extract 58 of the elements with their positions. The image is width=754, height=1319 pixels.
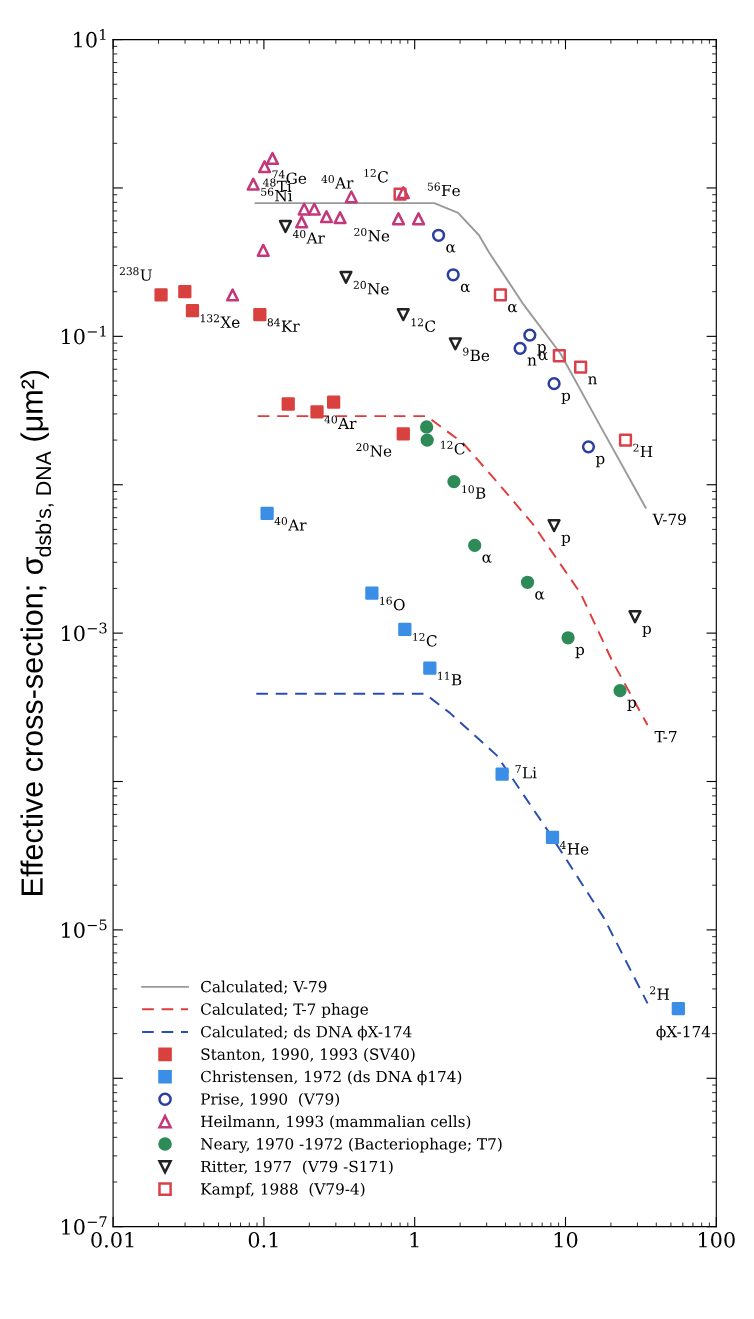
annotation: $^{16}$O xyxy=(380,596,405,611)
annotation: $^{20}$Ne xyxy=(356,443,392,457)
annotation: α xyxy=(482,554,492,563)
annotation: α xyxy=(508,304,518,313)
annotation: p xyxy=(561,392,571,404)
annotation: p xyxy=(627,699,636,711)
x-tick-label: 10 xyxy=(554,1231,578,1248)
annotation: $^{4}$He xyxy=(559,840,589,855)
annotation: $^{12}$C xyxy=(413,632,437,647)
legend-label: Ritter, 1977 (V79 -S171) xyxy=(201,1160,393,1175)
legend-label: Calculated; T-7 phage xyxy=(201,1003,368,1019)
annotation: α xyxy=(460,283,471,293)
annotation: p xyxy=(642,625,651,638)
legend-label: Christensen, 1972 (ds DNA ϕ174) xyxy=(201,1070,462,1086)
annotation: $^{40}$Ar xyxy=(292,230,325,244)
annotation: T-7 xyxy=(654,731,677,743)
y-axis-title: Effective cross-section; σdsb's, DNA (μm²) xyxy=(20,370,54,895)
y-tick-label: 10$^{1}$ xyxy=(74,28,106,48)
x-tick-label: 100 xyxy=(698,1231,735,1248)
x-tick-label: 0.1 xyxy=(248,1231,278,1248)
annotation: p xyxy=(561,534,571,546)
y-tick-label: 10$^{−3}$ xyxy=(62,622,107,642)
annotation: $^{12}$C xyxy=(411,318,436,332)
annotation: V-79 xyxy=(652,513,686,526)
annotation: $^{238}$U xyxy=(119,267,152,281)
legend-label: Stanton, 1990, 1993 (SV40) xyxy=(201,1048,415,1063)
annotation: $^{2}$H xyxy=(650,986,670,1000)
legend-label: Prise, 1990 (V79) xyxy=(201,1092,340,1107)
legend-label: Kampf, 1988 (V79-4) xyxy=(201,1182,365,1198)
legend-label: Neary, 1970 -1972 (Bacteriophage; T7) xyxy=(200,1137,502,1153)
annotation: $^{7}$Li xyxy=(515,764,537,779)
annotation: α xyxy=(535,591,545,600)
legend-label: Calculated; V-79 xyxy=(201,980,327,995)
annotation: $^{11}$B xyxy=(438,671,462,686)
x-tick-label: 1 xyxy=(410,1231,419,1248)
annotation: α xyxy=(446,244,456,253)
annotation: $^{9}$Be xyxy=(463,347,490,362)
legend-label: Calculated; ds DNA ϕX-174 xyxy=(201,1025,412,1041)
y-tick-label: 10$^{−5}$ xyxy=(62,919,107,938)
annotation: $^{20}$Ne xyxy=(353,280,389,295)
annotation: $^{132}$Xe xyxy=(200,314,240,328)
annotation: $^{10}$B xyxy=(462,485,486,499)
y-tick-label: 10$^{−1}$ xyxy=(62,325,106,345)
annotation: $^{12}$C xyxy=(364,168,388,183)
annotation: ϕX-174 xyxy=(656,1025,711,1041)
annotation: $^{84}$Kr xyxy=(267,318,300,332)
annotation: n xyxy=(527,357,537,366)
annotation: $^{40}$Ar xyxy=(274,517,307,531)
annotation: $^{40}$Ar xyxy=(321,174,354,189)
annotation: p xyxy=(575,646,585,659)
legend-label: Heilmann, 1993 (mammalian cells) xyxy=(201,1115,471,1130)
annotation: $^{56}$Fe xyxy=(427,182,460,197)
annotation: p xyxy=(595,455,605,468)
annotation: $^{40}$Ar xyxy=(324,415,357,429)
annotation: $^{12}$C xyxy=(441,440,465,455)
annotation: n xyxy=(588,376,597,385)
annotation: $^{20}$Ne xyxy=(354,227,390,242)
annotation: $^{2}$H xyxy=(633,443,653,458)
